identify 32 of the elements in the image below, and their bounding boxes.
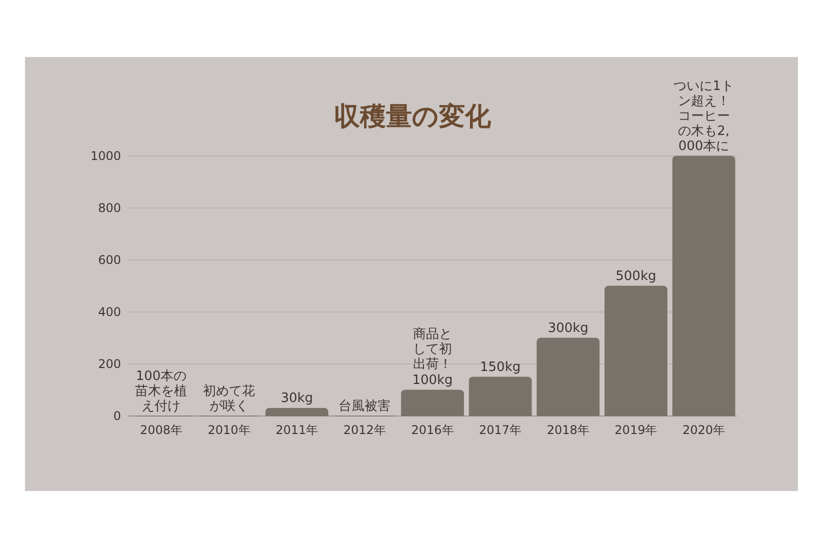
x-tick-label: 2011年 — [276, 423, 318, 437]
bar — [604, 286, 668, 416]
annotation: ついに1トン超え！コーヒーの木も2,000本に — [674, 79, 734, 154]
data-label: 500kg — [616, 269, 656, 284]
y-tick-label: 600 — [98, 253, 121, 268]
y-tick-label: 800 — [98, 201, 121, 216]
x-tick-label: 2010年 — [208, 423, 250, 437]
bar — [468, 376, 532, 416]
bar — [672, 156, 736, 416]
bar — [265, 408, 328, 416]
bar — [536, 338, 600, 416]
annotation: 台風被害 — [338, 398, 391, 414]
data-label: 150kg — [480, 360, 521, 375]
data-label: 300kg — [548, 321, 588, 336]
y-tick-label: 200 — [98, 357, 121, 372]
x-tick-label: 2017年 — [479, 423, 522, 437]
y-tick-label: 1000 — [90, 149, 121, 164]
x-tick-label: 2016年 — [411, 423, 454, 437]
y-tick-label: 400 — [98, 305, 121, 320]
annotation: 初めて花が咲く — [203, 384, 256, 414]
x-tick-label: 2018年 — [546, 423, 590, 437]
x-tick-label: 2008年 — [140, 423, 183, 437]
x-tick-label: 2019年 — [614, 423, 658, 437]
x-tick-label: 2020年 — [682, 423, 726, 437]
data-label: 30kg — [280, 391, 314, 406]
annotation: 100本の苗木を植え付け — [135, 369, 188, 414]
y-tick-label: 0 — [113, 409, 121, 424]
x-tick-label: 2012年 — [343, 423, 386, 437]
data-label: 100kg — [412, 373, 453, 388]
chart-title: 収穫量の変化 — [334, 102, 492, 132]
bar — [401, 390, 464, 416]
annotation: 商品として初出荷！ — [413, 327, 452, 372]
